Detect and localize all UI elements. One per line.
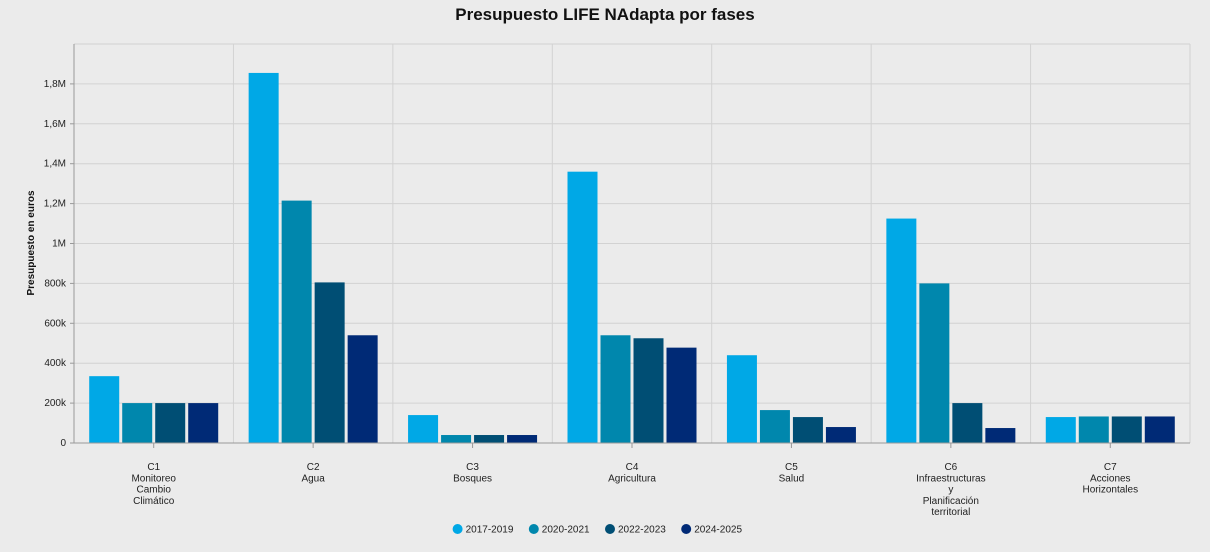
- bar-c5-2017-2019[interactable]: [726, 355, 757, 443]
- bar-c1-2017-2019[interactable]: [89, 376, 120, 443]
- bar-c3-2024-2025[interactable]: [507, 435, 538, 443]
- x-tick-label: C4 Agricultura: [608, 462, 656, 484]
- bar-c5-2024-2025[interactable]: [825, 427, 856, 443]
- y-tick-label: 200k: [44, 398, 67, 409]
- axes: 0 200k 400k 600k 800k 1M 1,2M 1,4M 1,6M 1,8M C1 Mon…: [44, 44, 1190, 518]
- x-tick-label: C5 Salud: [779, 462, 805, 484]
- chart-title: Presupuesto LIFE NAdapta por fases: [455, 5, 754, 24]
- x-tick-label: C6 Infraestructuras y Planificación territor…: [916, 462, 985, 518]
- bar-c5-2020-2021[interactable]: [759, 410, 790, 443]
- bar-c6-2017-2019[interactable]: [886, 218, 917, 443]
- bar-c3-2020-2021[interactable]: [441, 435, 472, 443]
- legend-label: 2022-2023: [618, 525, 666, 536]
- legend-label: 2020-2021: [542, 525, 590, 536]
- legend-swatch: [605, 524, 615, 534]
- y-tick-label: 600k: [44, 318, 67, 329]
- legend-swatch: [528, 524, 539, 534]
- y-tick-label: 0: [60, 438, 66, 449]
- legend-swatch: [681, 524, 692, 534]
- bar-c4-2017-2019[interactable]: [567, 171, 598, 443]
- x-tick-label: C3 Bosques: [453, 462, 492, 484]
- bar-c3-2017-2019[interactable]: [408, 415, 439, 443]
- y-tick-label: 1,4M: [44, 159, 66, 170]
- bar-c7-2017-2019[interactable]: [1045, 417, 1076, 443]
- bar-c2-2020-2021[interactable]: [281, 200, 312, 443]
- x-tick-label: C1 Monitoreo Cambio Climático: [131, 462, 176, 507]
- bar-c7-2022-2023[interactable]: [1111, 416, 1142, 443]
- legend-swatch: [452, 524, 463, 534]
- legend-item-2020-2021[interactable]: 2020-2021: [528, 524, 590, 536]
- bar-c7-2024-2025[interactable]: [1144, 416, 1175, 443]
- y-tick-label: 1,6M: [44, 119, 66, 130]
- bar-c1-2020-2021[interactable]: [122, 403, 153, 443]
- bar-c6-2020-2021[interactable]: [919, 283, 950, 443]
- y-tick-label: 1,2M: [44, 199, 66, 210]
- y-tick-label: 800k: [44, 278, 67, 289]
- bar-c6-2024-2025[interactable]: [985, 428, 1016, 443]
- bar-c1-2022-2023[interactable]: [155, 403, 186, 443]
- y-tick-label: 400k: [44, 358, 67, 369]
- legend-label: 2017-2019: [466, 525, 514, 536]
- legend-label: 2024-2025: [694, 525, 742, 536]
- y-tick-label: 1,8M: [44, 79, 66, 90]
- bar-c4-2024-2025[interactable]: [666, 347, 697, 443]
- bar-c4-2022-2023[interactable]: [633, 338, 664, 443]
- bar-c1-2024-2025[interactable]: [188, 403, 219, 443]
- bar-c5-2022-2023[interactable]: [792, 417, 823, 443]
- x-tick-label: C2 Agua: [301, 462, 325, 484]
- legend[interactable]: 2017-2019 2020-2021 2022-2023 2024-2025: [452, 524, 743, 536]
- bar-c6-2022-2023[interactable]: [952, 403, 983, 443]
- bar-c2-2024-2025[interactable]: [347, 335, 378, 443]
- x-tick-label: C7 Acciones Horizontales: [1082, 462, 1138, 496]
- bar-c2-2022-2023[interactable]: [314, 282, 345, 443]
- y-axis-title: Presupuesto en euros: [26, 190, 37, 295]
- y-tick-label: 1M: [52, 239, 66, 250]
- bar-c3-2022-2023[interactable]: [474, 435, 505, 443]
- bar-c7-2020-2021[interactable]: [1078, 416, 1109, 443]
- bar-c2-2017-2019[interactable]: [248, 72, 279, 444]
- legend-item-2022-2023[interactable]: 2022-2023: [605, 524, 666, 536]
- legend-item-2017-2019[interactable]: 2017-2019: [452, 524, 514, 536]
- legend-item-2024-2025[interactable]: 2024-2025: [681, 524, 742, 536]
- bars: [89, 72, 1175, 444]
- bar-c4-2020-2021[interactable]: [600, 335, 631, 443]
